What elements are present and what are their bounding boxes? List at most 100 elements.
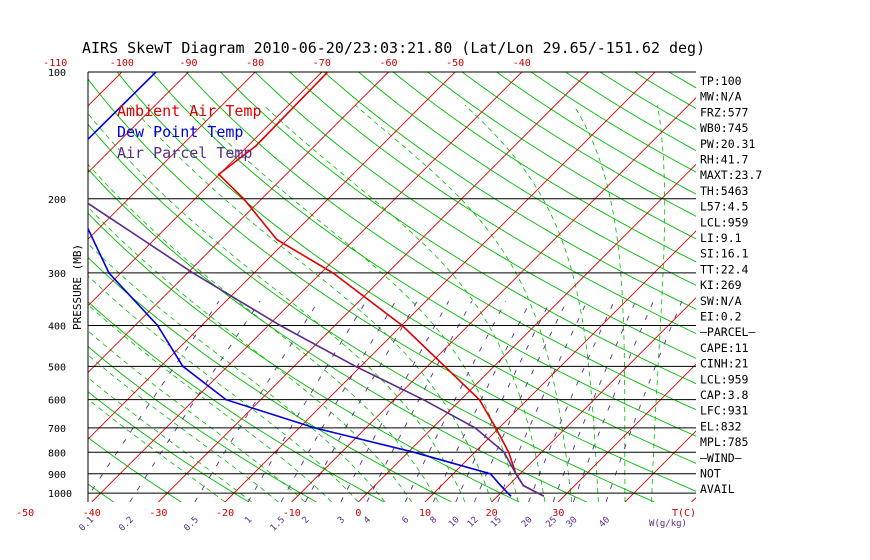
moist-adiabat-line (88, 163, 439, 502)
bottom-temp-tick-label: 0 (355, 508, 361, 519)
moist-adiabat-line (355, 104, 573, 502)
bottom-temp-tick-label: -10 (283, 508, 301, 519)
ambient-air-temp-point (494, 427, 497, 429)
dry-adiabat-line (116, 72, 696, 464)
mixing-ratio-label: 8 (429, 515, 440, 526)
ambient-air-temp-point (217, 173, 220, 176)
legend: Ambient Air Temp Dew Point Temp Air Parcel… (117, 102, 262, 162)
stat-item: NOT (700, 467, 721, 481)
stat-item: TT:22.4 (700, 262, 749, 276)
air-parcel-temp-point (503, 451, 505, 454)
dew-point-temp-point (509, 494, 512, 497)
moist-adiabat-line (88, 304, 332, 502)
mixing-ratio-label: 30 (565, 515, 580, 530)
dry-adiabat-line (565, 72, 696, 152)
moist-adiabat-line (88, 113, 466, 502)
moist-adiabat-line (88, 398, 226, 502)
dew-point-temp-point (413, 451, 415, 454)
moist-adiabat-line (130, 105, 493, 502)
stat-item: RH:41.7 (700, 153, 749, 167)
mixing-ratio-label: 10 (447, 515, 462, 530)
bottom-temp-tick-label: 30 (552, 508, 564, 519)
mixing-ratio-line (497, 300, 588, 502)
dry-adiabat-line (496, 72, 696, 195)
moist-adiabat-line (88, 330, 306, 502)
stat-item: EL:832 (700, 419, 742, 433)
isotherm-line (224, 72, 656, 502)
stat-item: SI:16.1 (700, 247, 749, 261)
isotherm-line (0, 72, 55, 502)
top-temp-tick-label: -120 (0, 58, 1, 69)
air-parcel-temp-point (279, 324, 282, 327)
bottom-temp-tick-label: -30 (149, 508, 167, 519)
dry-adiabat-line (88, 483, 114, 502)
dry-adiabat-line (323, 72, 696, 310)
dry-adiabat-line (254, 72, 696, 359)
stat-item: KI:269 (700, 278, 742, 292)
mixing-ratio-label: 0.2 (117, 515, 136, 534)
dry-adiabat-line (807, 72, 870, 502)
dry-adiabat-line (427, 72, 696, 240)
dew-point-temp-point (225, 398, 228, 401)
isotherm-line (491, 297, 696, 502)
pressure-tick-label: 400 (48, 322, 66, 333)
mixing-ratio-line (473, 300, 568, 502)
x-axis-label: T(C) (672, 508, 696, 519)
moist-adiabat-line (88, 275, 359, 502)
mixing-ratio-line (605, 300, 683, 502)
pressure-tick-label: 100 (48, 68, 66, 79)
series-layer (80, 72, 545, 497)
top-temp-tick-label: -60 (379, 58, 397, 69)
stat-item: CAP:3.8 (700, 388, 749, 402)
dry-adiabat-line (88, 212, 520, 502)
isotherm-line (88, 72, 456, 440)
stat-item: –WIND– (700, 451, 742, 465)
pressure-tick-label: 200 (48, 195, 66, 206)
pressure-tick-label: 800 (48, 448, 66, 459)
stat-item: AVAIL (700, 482, 735, 496)
ambient-air-temp-point (326, 72, 329, 73)
isotherm-line (91, 72, 523, 502)
dew-point-temp-point (181, 365, 184, 368)
legend-entry: Ambient Air Temp (117, 102, 262, 120)
top-temp-tick-label: -70 (313, 58, 331, 69)
isotherm-line (88, 72, 323, 307)
bottom-temp-tick-label: -50 (16, 508, 34, 519)
dry-adiabat-line (88, 256, 452, 502)
stat-item: SW:N/A (700, 294, 742, 308)
stat-item: CINH:21 (700, 357, 749, 371)
mixing-ratio-label: 2 (301, 515, 312, 526)
mixing-ratio-line (88, 300, 220, 498)
dew-point-temp-line (88, 72, 512, 497)
dry-adiabat-line (289, 72, 696, 335)
dry-adiabat-line (392, 72, 696, 263)
mixing-ratio-label: 6 (400, 515, 411, 526)
ambient-air-temp-point (401, 324, 404, 327)
moist-adiabat-line (88, 354, 279, 502)
dew-point-temp-point (80, 145, 82, 147)
air-parcel-temp-point (515, 472, 517, 475)
stat-item: TH:5463 (700, 184, 749, 198)
pressure-tick-label: 600 (48, 396, 66, 407)
bottom-temp-tick-label: 20 (486, 508, 498, 519)
ambient-air-temp-point (443, 365, 446, 368)
dry-adiabat-line (88, 123, 655, 502)
ambient-air-temp-point (332, 272, 334, 274)
air-parcel-temp-point (522, 484, 525, 487)
chart-title: AIRS SkewT Diagram 2010-06-20/23:03:21.8… (82, 39, 705, 57)
dry-adiabat-line (88, 78, 696, 492)
air-parcel-temp-point (542, 494, 545, 497)
moist-adiabat-line (573, 105, 626, 502)
dry-adiabat-line (530, 72, 696, 173)
stat-item: EI:0.2 (700, 310, 742, 324)
dew-point-temp-point (313, 427, 316, 429)
air-parcel-temp-point (354, 365, 357, 368)
pressure-tick-label: 300 (48, 269, 66, 280)
mixing-ratio-label: 3 (336, 515, 347, 526)
isotherm-line (758, 72, 870, 502)
moist-adiabat-line (651, 105, 666, 502)
dry-adiabat-line (461, 72, 696, 217)
mixing-ratio-label: 1 (243, 515, 254, 526)
